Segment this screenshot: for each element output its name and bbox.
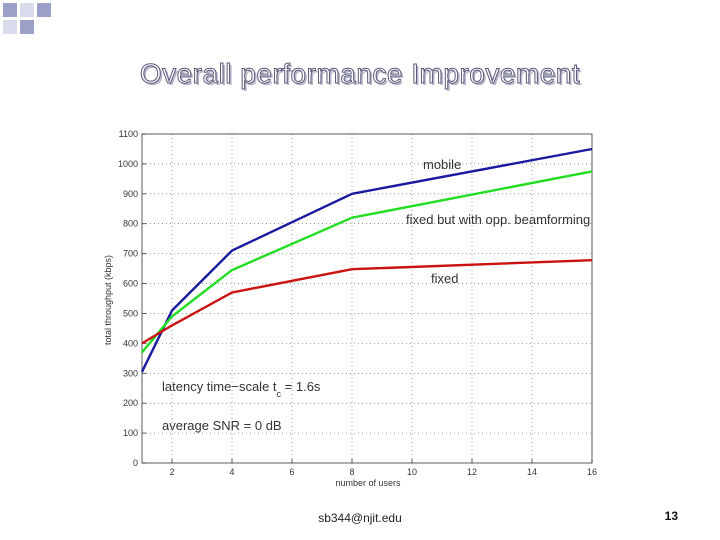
slide-title: Overall performance Improvement [139, 58, 581, 90]
series-line-fixed [141, 259, 593, 345]
y-axis-label: total throughput (kbps) [103, 255, 113, 345]
x-tick-label: 2 [169, 467, 174, 477]
latency-annotation-sub: c [277, 389, 282, 399]
latency-annotation: latency time−scale tc = 1.6s [162, 379, 321, 399]
deco-square [37, 3, 51, 17]
y-tick-label: 500 [123, 308, 138, 318]
y-axis-ticks: 0 100 200 300 400 500 600 700 800 900 1000 1100 [118, 129, 146, 468]
latency-annotation-value: = 1.6s [281, 379, 321, 394]
plot-frame [141, 133, 593, 464]
page-number: 13 [664, 509, 678, 523]
x-tick-label: 4 [229, 467, 234, 477]
deco-square [20, 3, 34, 17]
series-layer [140, 147, 593, 373]
y-tick-label: 300 [123, 368, 138, 378]
series-label-beamforming: fixed but with opp. beamforming [406, 212, 590, 227]
x-tick-label: 12 [467, 467, 477, 477]
y-tick-label: 0 [133, 458, 138, 468]
y-tick-label: 400 [123, 338, 138, 348]
corner-decoration [3, 3, 51, 34]
snr-annotation: average SNR = 0 dB [162, 418, 282, 433]
y-tick-label: 200 [123, 398, 138, 408]
x-tick-label: 16 [587, 467, 597, 477]
grid-layer [142, 134, 592, 463]
footer-email: sb344@njit.edu [318, 511, 402, 525]
y-tick-label: 1100 [119, 129, 138, 139]
x-tick-label: 10 [407, 467, 417, 477]
x-tick-label: 14 [527, 467, 537, 477]
x-tick-label: 6 [289, 467, 294, 477]
y-tick-label: 700 [123, 249, 138, 259]
series-line-mobile [140, 147, 593, 373]
deco-square [3, 3, 17, 17]
deco-square [20, 20, 34, 34]
y-tick-label: 600 [123, 279, 138, 289]
series-line-beamforming [141, 170, 593, 354]
deco-square [3, 20, 17, 34]
series-label-mobile: mobile [423, 157, 461, 172]
x-axis-ticks: 2 4 6 8 10 12 14 16 [169, 459, 597, 477]
x-tick-label: 8 [349, 467, 354, 477]
latency-annotation-main: latency time−scale t [162, 379, 277, 394]
y-tick-label: 900 [123, 189, 138, 199]
y-tick-label: 1000 [118, 159, 138, 169]
series-label-fixed: fixed [431, 271, 458, 286]
y-tick-label: 800 [123, 219, 138, 229]
y-tick-label: 100 [123, 428, 138, 438]
x-axis-label: number of users [335, 478, 401, 488]
